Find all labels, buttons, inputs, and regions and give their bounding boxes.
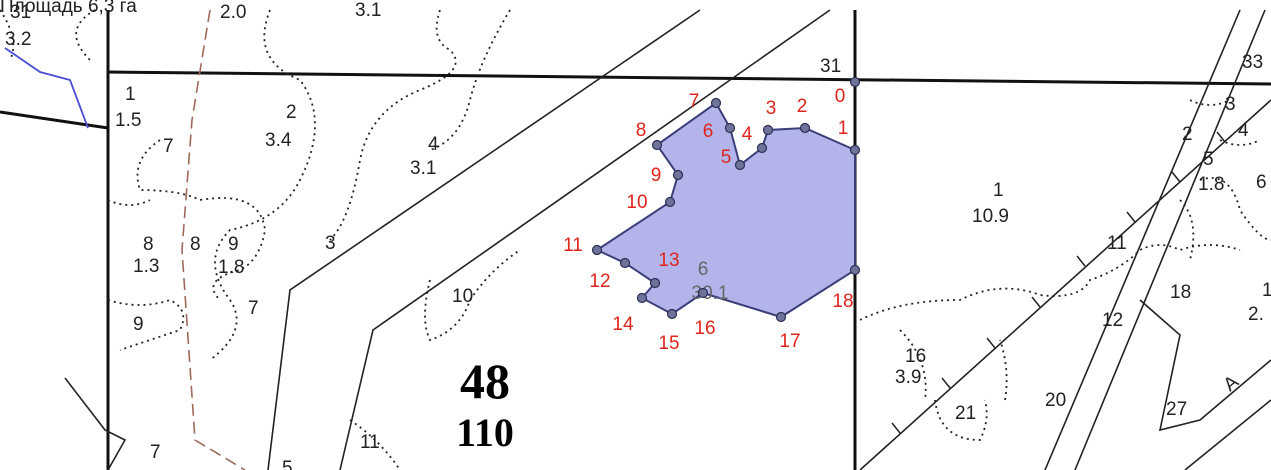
vertex <box>699 289 708 298</box>
area-label: 21 <box>955 403 976 424</box>
area-label: 4 <box>428 134 439 155</box>
area-label: 3.1 <box>410 158 436 179</box>
area-label: 3 <box>325 233 336 254</box>
area-label: 16 <box>905 346 926 367</box>
vertex <box>674 171 683 180</box>
area-label: 11 <box>1107 233 1127 254</box>
hatch-tick <box>1077 256 1085 266</box>
hatch-tick <box>1032 297 1040 307</box>
point-label: 15 <box>658 333 679 354</box>
point-label: 4 <box>742 124 753 145</box>
area-label: 20 <box>1045 390 1066 411</box>
point-label: 11 <box>563 235 583 256</box>
hatch-tick <box>1172 172 1180 182</box>
area-label: 4 <box>1238 120 1249 141</box>
point-label: 14 <box>612 314 634 335</box>
point-label: 2 <box>797 96 808 117</box>
vertex <box>851 266 860 275</box>
area-label: 3.9 <box>895 367 921 388</box>
point-label: 6 <box>703 121 714 142</box>
vertex <box>777 313 786 322</box>
area-label: A <box>1220 371 1243 395</box>
area-label: 31 <box>820 56 841 77</box>
hatch-tick <box>942 378 950 388</box>
area-label: 10.9 <box>972 206 1009 227</box>
area-label: 9 <box>133 314 144 335</box>
area-label: 10 <box>452 286 473 307</box>
area-label: 3.2 <box>5 29 31 50</box>
area-label: 1.8 <box>1198 174 1224 195</box>
area-label: 2. <box>1248 304 1264 325</box>
area-label: 2 <box>1182 124 1193 145</box>
area-label: 3.4 <box>265 130 292 151</box>
area-label: 27 <box>1166 399 1187 420</box>
hatch-tick <box>1127 212 1135 222</box>
vertex <box>593 246 602 255</box>
point-label: 17 <box>779 331 800 352</box>
vertex <box>712 99 721 108</box>
area-label: 5 <box>1203 149 1214 170</box>
area-label: 18 <box>1170 282 1191 303</box>
vertex <box>851 146 860 155</box>
area-label: 1 <box>993 180 1004 201</box>
area-label: 7 <box>150 442 161 463</box>
vertex <box>653 141 662 150</box>
map: Площадь 6,3 га 48 110 6 30.1 01234567891… <box>0 0 1271 470</box>
point-label: 5 <box>721 147 732 168</box>
point-label: 8 <box>636 120 647 141</box>
vertex <box>736 161 745 170</box>
point-label: 1 <box>838 118 849 139</box>
hatch-tick <box>892 423 900 433</box>
area-label: 8 <box>143 234 154 255</box>
vertex <box>726 124 735 133</box>
hatch-tick <box>987 338 995 348</box>
point-label: 12 <box>589 271 610 292</box>
area-label: 31 <box>10 2 31 23</box>
area-label: 11 <box>360 432 380 453</box>
point-label: 7 <box>689 91 700 112</box>
area-label: 8 <box>190 234 201 255</box>
area-label: 2.0 <box>220 2 246 23</box>
area-label: 12 <box>1102 310 1123 331</box>
point-label: 0 <box>835 86 846 107</box>
area-label: 7 <box>163 136 174 157</box>
vertex <box>801 124 810 133</box>
vertex <box>651 279 660 288</box>
area-label: 1 <box>125 84 136 105</box>
area-label: 3 <box>1225 94 1236 115</box>
area-label: 6 <box>1256 172 1267 193</box>
block-number: 48 <box>460 353 510 409</box>
area-label: 3.1 <box>355 0 381 21</box>
vertex <box>851 78 860 87</box>
point-label: 13 <box>658 250 679 271</box>
subparcel-area: 30.1 <box>692 283 729 304</box>
area-label: 1.3 <box>133 256 159 277</box>
point-label: 16 <box>694 318 715 339</box>
area-label: 7 <box>248 298 259 319</box>
vertex <box>666 198 675 207</box>
area-label: 9 <box>228 234 239 255</box>
point-label: 18 <box>832 291 853 312</box>
point-label: 9 <box>651 165 662 186</box>
area-label: 1.5 <box>115 110 141 131</box>
vertex <box>668 310 677 319</box>
block-area: 110 <box>456 410 514 455</box>
vertex <box>764 126 773 135</box>
area-label: 5 <box>282 458 293 470</box>
point-label: 3 <box>766 98 777 119</box>
area-label: 13 <box>1262 280 1271 301</box>
vertex <box>638 294 647 303</box>
area-label: 2 <box>286 102 297 123</box>
subparcel-number: 6 <box>698 259 709 280</box>
point-label: 10 <box>626 192 647 213</box>
vertex <box>621 259 630 268</box>
vertex <box>758 144 767 153</box>
area-label: 33 <box>1242 52 1263 73</box>
area-label: 1.8 <box>218 257 244 278</box>
